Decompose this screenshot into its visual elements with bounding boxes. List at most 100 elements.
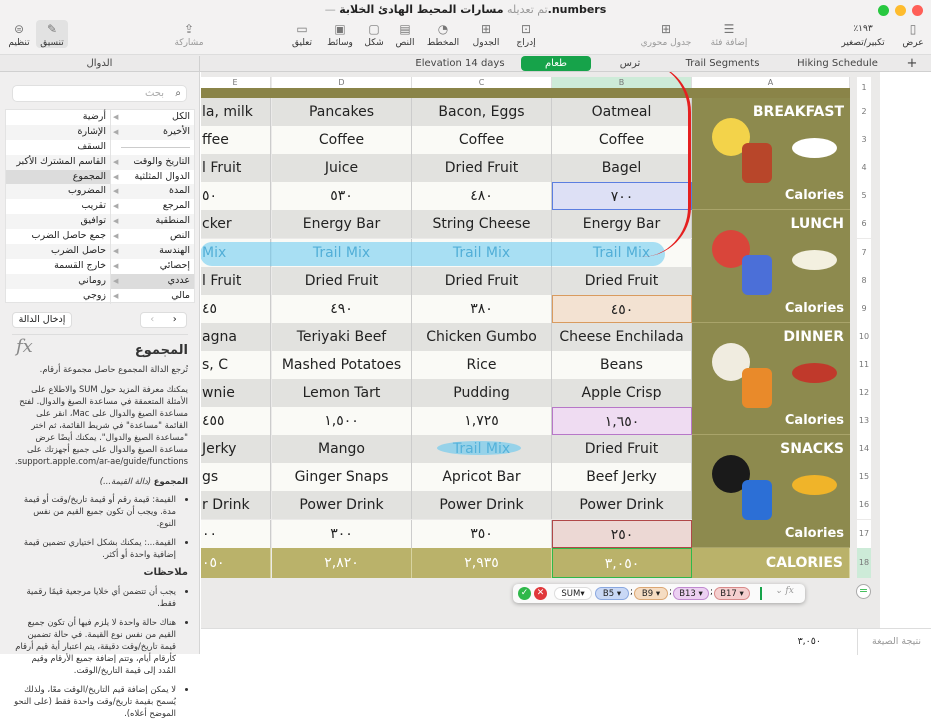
comment-button[interactable]: ▭ تعليق — [285, 20, 319, 48]
row-header[interactable]: 11 — [857, 350, 871, 379]
table-cell[interactable]: Bagel — [552, 154, 692, 183]
table-cell[interactable]: Dried Fruit — [412, 266, 552, 295]
accept-icon[interactable]: ✓ — [518, 587, 531, 600]
tab-food[interactable]: طعام — [521, 56, 591, 71]
table-cell[interactable]: Beans — [552, 350, 692, 379]
table-cell[interactable]: Power Drink — [272, 491, 412, 520]
add-sheet-button[interactable]: + — [906, 56, 918, 71]
table-cell[interactable]: ٤٥٥ — [201, 407, 271, 436]
table-cell[interactable]: ٣٠٠ — [272, 519, 412, 548]
table-cell[interactable]: Energy Bar — [272, 210, 412, 239]
table-cell[interactable]: ١,٥٠٠ — [272, 407, 412, 436]
category-item[interactable]: ◀ النص — [110, 229, 194, 245]
function-item[interactable]: المضروب — [6, 184, 110, 199]
table-cell[interactable]: ٧٠٠ — [552, 182, 692, 211]
zoom-button[interactable]: ٪١٩٣ تكبير/تصغير — [831, 20, 895, 48]
row-header[interactable]: 5 — [857, 182, 871, 211]
function-item[interactable]: توافيق — [6, 214, 110, 229]
category-item[interactable]: ◀ الهندسة — [110, 244, 194, 259]
formula-editor[interactable]: ✓ ✕ SUM▾ B5 ▾ ; B9 ▾ ; B13 ▾ ; B17 ▾ ⌄ f… — [513, 584, 805, 603]
ref-token-b17[interactable]: B17 ▾ — [714, 587, 750, 600]
fx-menu-button[interactable]: ⌄ fx — [775, 586, 794, 596]
table-cell[interactable]: Power Drink — [552, 491, 692, 520]
row-header[interactable]: 9 — [857, 294, 871, 323]
row-header[interactable]: 15 — [857, 463, 871, 492]
table-cell[interactable]: ٥٣٠ — [272, 182, 412, 211]
format-button[interactable]: ✎ تنسيق — [36, 20, 68, 48]
row-header[interactable]: 7 — [857, 238, 871, 267]
function-item[interactable]: القاسم المشترك الأكبر — [6, 155, 110, 170]
table-cell[interactable]: ٢٥٠ — [552, 519, 692, 548]
function-item[interactable]: زوجي — [6, 289, 110, 304]
table-cell[interactable]: ffee — [201, 126, 271, 155]
category-item[interactable]: ◀ الكل — [110, 110, 194, 125]
table-cell[interactable]: wnie — [201, 379, 271, 407]
zoom-window-button[interactable] — [878, 5, 889, 16]
table-cell[interactable]: ٤٥ — [201, 294, 271, 323]
table-cell[interactable]: ٠٠ — [201, 519, 271, 548]
forward-button[interactable]: › — [172, 314, 177, 325]
table-cell[interactable]: ١,٦٥٠ — [552, 407, 692, 436]
table-cell[interactable]: cker — [201, 210, 271, 239]
row-header[interactable]: 2 — [857, 98, 871, 127]
row-header[interactable]: 16 — [857, 491, 871, 520]
table-cell[interactable]: Lemon Tart — [272, 379, 412, 407]
table-cell[interactable]: ١,٧٢٥ — [412, 407, 552, 436]
table-cell[interactable]: Power Drink — [412, 491, 552, 520]
table-cell[interactable]: s, C — [201, 350, 271, 379]
table-cell[interactable]: ٤٨٠ — [412, 182, 552, 211]
table-cell[interactable]: Dried Fruit — [412, 154, 552, 183]
table-cell[interactable]: l Fruit — [201, 266, 271, 295]
ref-token-b9[interactable]: B9 ▾ — [634, 587, 668, 600]
column-header-B[interactable]: B — [552, 77, 692, 88]
column-header-A[interactable]: A — [692, 77, 850, 88]
table-cell[interactable]: Dried Fruit — [552, 435, 692, 464]
row-header[interactable]: 14 — [857, 435, 871, 464]
tab-hiking-schedule[interactable]: Hiking Schedule — [797, 58, 878, 69]
table-cell[interactable]: Ginger Snaps — [272, 463, 412, 492]
row-header[interactable]: 8 — [857, 266, 871, 295]
insert-button[interactable]: ⊡ إدراج — [509, 20, 543, 48]
table-cell[interactable]: la, milk — [201, 98, 271, 126]
function-token[interactable]: SUM▾ — [554, 587, 592, 600]
tab-trail-segments[interactable]: Trail Segments — [685, 58, 760, 69]
category-item[interactable]: ◀ الدوال المثلثية — [110, 169, 194, 185]
share-button[interactable]: ⇪ مشاركة — [169, 20, 209, 48]
category-item[interactable]: ◀ إحصائي — [110, 258, 194, 274]
table-cell[interactable]: Coffee — [272, 126, 412, 155]
chart-button[interactable]: ◔ المخطط — [423, 20, 463, 48]
function-item[interactable]: الإشارة — [6, 125, 110, 140]
tab-elevation[interactable]: Elevation 14 days — [415, 58, 505, 69]
function-item[interactable]: المجموع — [6, 169, 110, 185]
category-item[interactable]: ◀ المرجع — [110, 199, 194, 215]
table-cell[interactable]: Juice — [272, 154, 412, 183]
table-cell[interactable]: Pudding — [412, 379, 552, 407]
table-cell[interactable]: Coffee — [412, 126, 552, 155]
tab-gear[interactable]: ترس — [619, 58, 641, 69]
table-button[interactable]: ⊞ الجدول — [467, 20, 505, 48]
table-cell[interactable]: String Cheese — [412, 210, 552, 239]
table-cell[interactable]: l Fruit — [201, 154, 271, 183]
media-button[interactable]: ▣ وسائط — [323, 20, 357, 48]
table-cell[interactable]: Beef Jerky — [552, 463, 692, 492]
view-button[interactable]: ▯ عرض — [901, 20, 925, 48]
pivot-table-button[interactable]: ⊞ جدول محوري — [637, 20, 695, 48]
table-cell[interactable]: ٤٩٠ — [272, 294, 412, 323]
table-cell[interactable]: Jerky — [201, 435, 271, 464]
table-cell[interactable]: Bacon, Eggs — [412, 98, 552, 126]
table-cell[interactable]: Dried Fruit — [272, 266, 412, 295]
table-cell[interactable]: r Drink — [201, 491, 271, 520]
function-item[interactable]: حاصل الضرب — [6, 244, 110, 259]
row-header[interactable]: 1 — [857, 77, 871, 98]
insert-function-button[interactable]: إدخال الدالة — [12, 312, 72, 328]
row-header[interactable]: 4 — [857, 154, 871, 183]
table-cell[interactable]: Teriyaki Beef — [272, 322, 412, 351]
row-header[interactable]: 6 — [857, 210, 871, 239]
function-item[interactable]: تقريب — [6, 199, 110, 214]
table-cell[interactable]: Mashed Potatoes — [272, 350, 412, 379]
function-search-input[interactable]: بحث ⌕ — [12, 85, 187, 102]
total-cell[interactable]: ٠٥٠ — [201, 548, 271, 578]
table-cell[interactable]: agna — [201, 322, 271, 351]
table-cell[interactable]: ٣٥٠ — [412, 519, 552, 548]
function-item[interactable]: روماني — [6, 274, 110, 289]
